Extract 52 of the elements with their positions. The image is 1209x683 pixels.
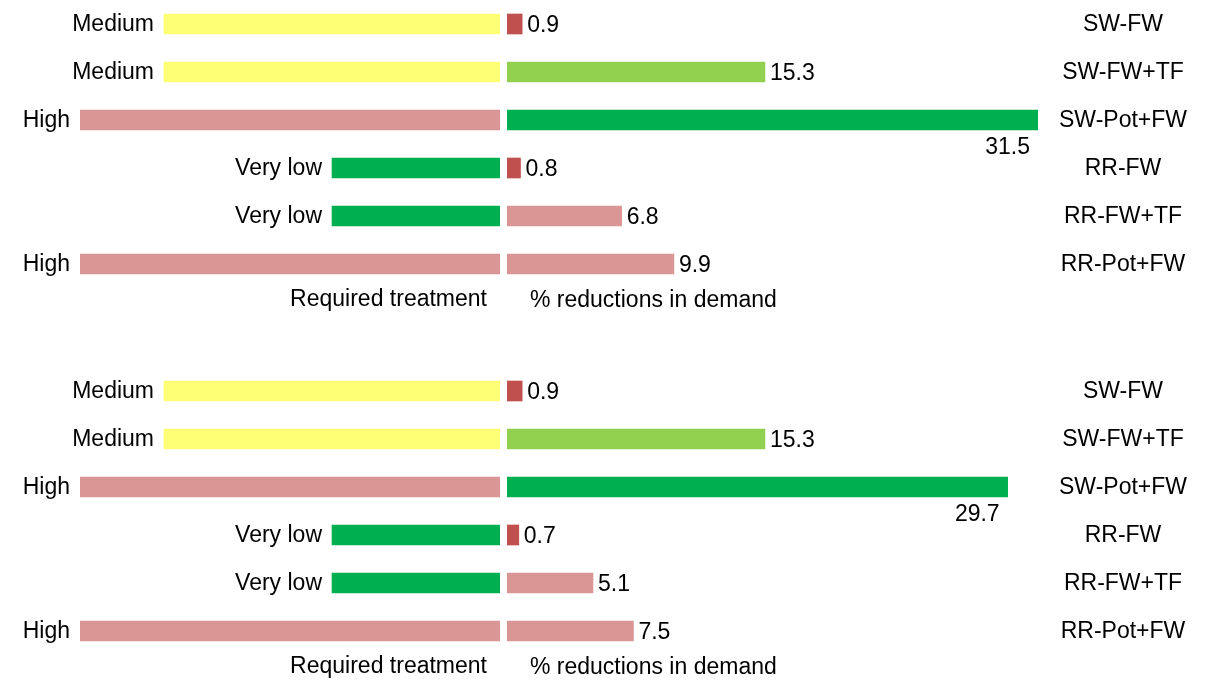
- bar: [507, 524, 520, 546]
- x-axis-title: % reductions in demand: [530, 286, 777, 312]
- bar: [507, 253, 675, 275]
- y-tick-label: SW-Pot+FW: [1058, 473, 1188, 500]
- y-tick-label: High: [22, 250, 71, 277]
- y-tick-label: SW-Pot+FW: [1058, 106, 1188, 133]
- y-tick-label: Medium: [72, 425, 155, 452]
- y-tick-label: High: [22, 106, 71, 133]
- y-tick-label: Medium: [72, 377, 155, 404]
- bar: [507, 109, 1038, 131]
- data-label: 29.7: [954, 500, 1000, 527]
- x-axis-title: Required treatment: [290, 652, 487, 678]
- y-tick-label: RR-Pot+FW: [1060, 250, 1186, 277]
- data-label: 9.9: [678, 251, 711, 278]
- y-tick-label: Very low: [235, 521, 323, 548]
- bar: [507, 476, 1008, 498]
- data-label: 31.5: [985, 133, 1030, 160]
- bar: [507, 61, 766, 83]
- y-tick-label: RR-Pot+FW: [1060, 617, 1186, 644]
- data-label: 0.9: [527, 378, 560, 405]
- y-tick-label: Very low: [235, 569, 323, 596]
- y-tick-label: Medium: [72, 10, 155, 37]
- y-tick-label: RR-FW: [1084, 521, 1162, 548]
- y-tick-label: SW-FW+TF: [1062, 58, 1184, 85]
- bar: [507, 620, 634, 642]
- data-label: 5.1: [597, 570, 630, 597]
- y-tick-label: Very low: [235, 154, 323, 181]
- bar: [507, 13, 523, 35]
- data-label: 0.8: [525, 155, 558, 182]
- data-label: 0.9: [527, 11, 560, 38]
- x-axis-title: Required treatment: [290, 285, 487, 311]
- data-label: 15.3: [769, 426, 815, 453]
- y-tick-label: High: [22, 473, 71, 500]
- data-label: 15.3: [769, 59, 815, 86]
- y-tick-label: High: [22, 617, 71, 644]
- y-tick-label: RR-FW+TF: [1063, 202, 1183, 229]
- y-tick-label: SW-FW: [1082, 377, 1164, 404]
- y-tick-label: SW-FW: [1082, 10, 1164, 37]
- y-tick-label: Medium: [72, 58, 155, 85]
- bar: [507, 380, 523, 402]
- bar: [507, 572, 594, 594]
- y-tick-label: RR-FW: [1084, 154, 1162, 181]
- y-tick-label: Very low: [235, 202, 323, 229]
- y-tick-label: RR-FW+TF: [1063, 569, 1183, 596]
- y-tick-label: SW-FW+TF: [1062, 425, 1184, 452]
- data-label: 7.5: [638, 618, 671, 645]
- data-label: 6.8: [626, 203, 659, 230]
- x-axis-title: % reductions in demand: [530, 653, 777, 679]
- bar: [507, 428, 766, 450]
- bar: [507, 205, 622, 227]
- bar: [507, 157, 521, 179]
- data-label: 0.7: [523, 522, 556, 549]
